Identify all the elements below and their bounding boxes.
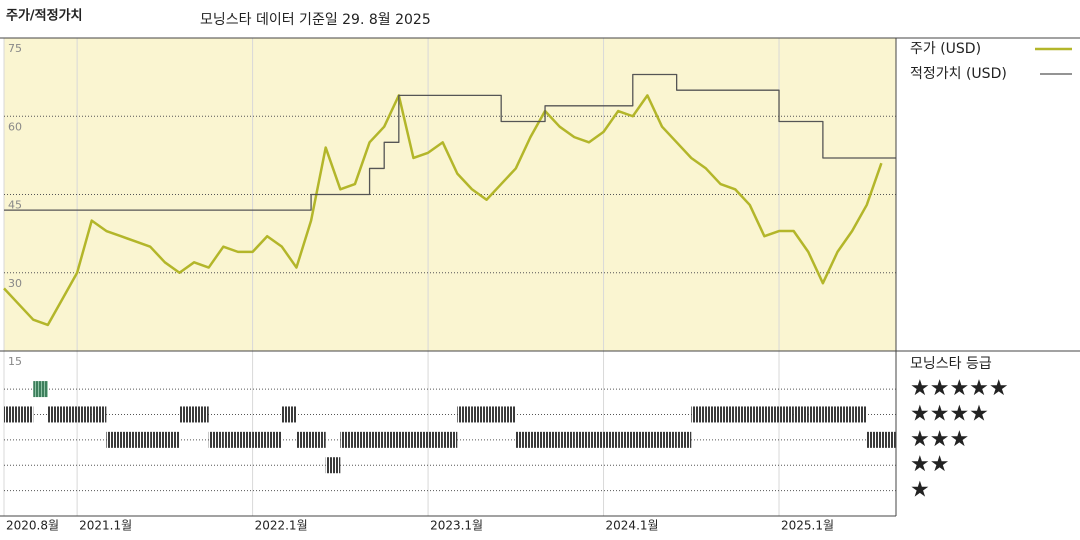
rating-segment xyxy=(457,406,472,423)
x-tick-label: 2022.1월 xyxy=(255,519,308,533)
rating-segment xyxy=(735,406,750,423)
rating-segment xyxy=(691,406,706,423)
chart-subtitle: 모닝스타 데이터 기준일 29. 8월 2025 xyxy=(200,12,431,28)
rating-segment xyxy=(662,431,677,448)
rating-segment xyxy=(281,406,297,423)
y-tick-label: 60 xyxy=(8,120,22,133)
y-tick-label: 75 xyxy=(8,42,22,55)
rating-segment xyxy=(4,406,19,423)
rating-segment xyxy=(106,431,121,448)
rating-segment xyxy=(764,406,780,423)
rating-segment xyxy=(822,406,838,423)
rating-segment xyxy=(150,431,165,448)
rating-label: ★★★ xyxy=(910,427,969,452)
x-tick-label: 2025.1월 xyxy=(781,519,834,533)
rating-segment xyxy=(135,431,151,448)
rating-segment xyxy=(647,431,663,448)
rating-segment xyxy=(223,431,238,448)
rating-segment xyxy=(311,431,326,448)
rating-label: ★★ xyxy=(910,452,949,477)
rating-segment xyxy=(18,406,34,423)
rating-segment xyxy=(618,431,633,448)
rating-segment xyxy=(603,431,619,448)
rating-segment xyxy=(486,406,502,423)
rating-label: ★ xyxy=(910,478,930,503)
rating-segment xyxy=(808,406,823,423)
rating-segment xyxy=(574,431,589,448)
rating-segment xyxy=(164,431,180,448)
rating-segment xyxy=(91,406,107,423)
rating-segment xyxy=(296,431,312,448)
y-tick-label: 15 xyxy=(8,355,22,368)
rating-segment xyxy=(398,431,414,448)
rating-segment xyxy=(442,431,458,448)
rating-segment xyxy=(501,406,516,423)
rating-label: ★★★★ xyxy=(910,401,989,426)
rating-segment xyxy=(325,457,341,474)
legend-label: 주가 (USD) xyxy=(910,41,981,57)
rating-segment xyxy=(384,431,399,448)
rating-segment xyxy=(545,431,560,448)
rating-segment xyxy=(62,406,78,423)
rating-segment xyxy=(749,406,765,423)
rating-segment xyxy=(793,406,809,423)
rating-segment xyxy=(515,431,531,448)
price-panel xyxy=(4,38,896,351)
fair-value-line xyxy=(4,73,896,211)
x-tick-label: 2023.1월 xyxy=(430,519,483,533)
rating-label: ★★★★★ xyxy=(910,376,1009,401)
rating-title: 모닝스타 등급 xyxy=(910,356,992,372)
y-tick-label: 30 xyxy=(8,277,22,290)
rating-segment xyxy=(252,431,268,448)
rating-segment xyxy=(237,431,253,448)
rating-segment xyxy=(705,406,721,423)
rating-segment xyxy=(194,406,209,423)
rating-segment xyxy=(267,431,282,448)
x-tick-label: 2021.1월 xyxy=(79,519,132,533)
rating-segment xyxy=(354,431,370,448)
rating-segment xyxy=(179,406,195,423)
rating-segment xyxy=(33,381,48,398)
rating-segment xyxy=(852,406,867,423)
rating-segment xyxy=(428,431,443,448)
chart-title: 주가/적정가치 xyxy=(6,8,83,24)
rating-segment xyxy=(340,431,355,448)
rating-segment xyxy=(559,431,575,448)
rating-segment xyxy=(530,431,546,448)
price-line xyxy=(3,94,883,327)
rating-segment xyxy=(720,406,736,423)
rating-segment xyxy=(866,431,882,448)
rating-segment xyxy=(837,406,853,423)
x-tick-label: 2024.1월 xyxy=(606,519,659,533)
legend-label: 적정가치 (USD) xyxy=(910,66,1007,82)
rating-segment xyxy=(676,431,692,448)
rating-segment xyxy=(588,431,604,448)
rating-segment xyxy=(881,431,896,448)
x-tick-label: 2020.8월 xyxy=(6,519,59,533)
y-tick-label: 45 xyxy=(8,199,22,212)
rating-segment xyxy=(47,406,63,423)
rating-segment xyxy=(77,406,92,423)
rating-segment xyxy=(208,431,224,448)
rating-segment xyxy=(369,431,385,448)
rating-segment xyxy=(120,431,136,448)
rating-segment xyxy=(632,431,648,448)
rating-segment xyxy=(413,431,429,448)
rating-segment xyxy=(779,406,794,423)
rating-segment xyxy=(471,406,487,423)
